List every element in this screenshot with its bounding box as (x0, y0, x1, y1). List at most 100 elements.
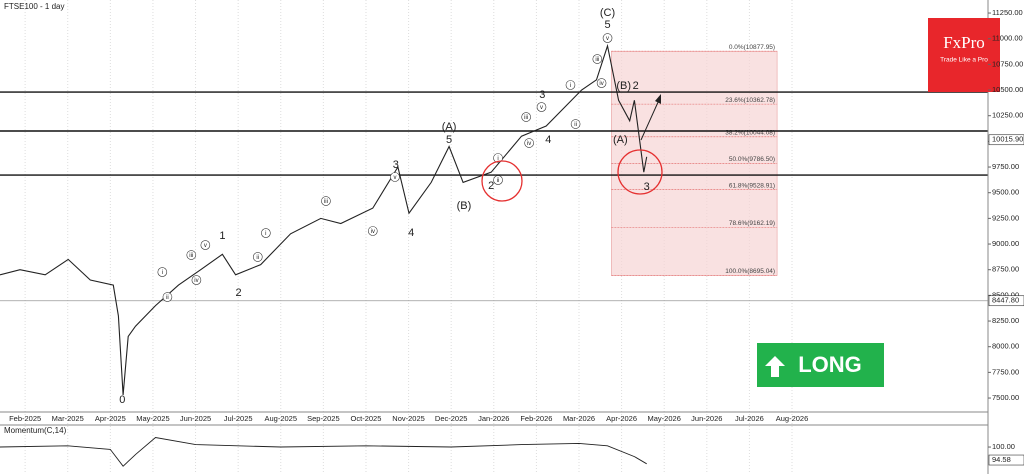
y-tick-label: 9000.00 (992, 239, 1019, 248)
wave-label: 4 (408, 227, 414, 239)
wave-label: 4 (545, 134, 551, 146)
wave-label: v (204, 243, 207, 249)
fib-label: 0.0%(10877.95) (729, 44, 775, 51)
price-marker-label: 10015.90 (992, 135, 1023, 144)
y-tick-label: 9500.00 (992, 188, 1019, 197)
momentum-marker-box (988, 454, 1024, 466)
price-marker-box (988, 295, 1024, 307)
y-tick-label: 7750.00 (992, 367, 1019, 376)
y-tick-label: 10500.00 (992, 85, 1023, 94)
wave-circle (592, 54, 603, 64)
wave-circle (596, 78, 607, 88)
fib-label: 61.8%(9528.91) (729, 182, 775, 189)
wave-label: v (393, 175, 396, 181)
wave-label: iii (524, 115, 528, 121)
wave-label: i (570, 83, 571, 89)
fib-label: 78.6%(9162.19) (729, 220, 775, 227)
x-tick-label: May-2025 (136, 414, 169, 423)
wave-label: 3 (393, 159, 399, 171)
wave-circle (390, 172, 400, 182)
chart-title: FTSE100 - 1 day (4, 2, 64, 11)
y-tick-label: 8250.00 (992, 316, 1019, 325)
x-tick-label: Oct-2025 (351, 414, 382, 423)
momentum-tick-label: 100.00 (992, 442, 1015, 451)
wave-label: ii (574, 122, 577, 128)
x-tick-label: Feb-2025 (9, 414, 41, 423)
y-tick-label: 10250.00 (992, 111, 1023, 120)
x-tick-label: Aug-2026 (776, 414, 809, 423)
wave-label: iv (599, 81, 603, 87)
fib-label: 50.0%(9786.50) (729, 156, 775, 163)
wave-circle (157, 267, 168, 277)
wave-label: 2 (236, 287, 242, 299)
wave-circle (524, 138, 534, 148)
wave-circle (191, 275, 202, 285)
wave-label: iii (324, 199, 328, 205)
wave-label: iii (595, 57, 599, 63)
fib-label: 100.0%(8695.04) (725, 268, 775, 275)
logo (928, 18, 1000, 92)
x-tick-label: Feb-2026 (520, 414, 552, 423)
x-tick-label: Jul-2025 (224, 414, 253, 423)
wave-circle (521, 112, 531, 122)
x-tick-label: Mar-2025 (52, 414, 84, 423)
wave-circle (367, 226, 378, 236)
wave-label: 5 (446, 134, 452, 146)
x-tick-label: Sep-2025 (307, 414, 340, 423)
wave-label: 3 (644, 181, 650, 193)
wave-circle (261, 228, 271, 238)
arrow-head (655, 94, 661, 104)
wave-circle (200, 240, 211, 250)
wave-circle (493, 175, 503, 185)
x-tick-label: Nov-2025 (392, 414, 425, 423)
x-tick-label: May-2026 (648, 414, 681, 423)
x-tick-label: Jun-2025 (180, 414, 211, 423)
wave-circle (162, 292, 173, 302)
x-tick-label: Apr-2025 (95, 414, 126, 423)
x-tick-label: Jun-2026 (691, 414, 722, 423)
wave-circle (186, 250, 197, 260)
fib-label: 23.6%(10362.78) (725, 97, 775, 104)
y-tick-label: 8000.00 (992, 342, 1019, 351)
wave-circle (570, 119, 581, 129)
wave-label: ii (497, 178, 500, 184)
logo-tagline: Trade Like a Pro (940, 57, 988, 64)
wave-label: i (265, 231, 266, 237)
x-tick-label: Aug-2025 (264, 414, 297, 423)
wave-label: (A) (613, 134, 628, 146)
wave-label: iv (194, 278, 198, 284)
wave-circle (565, 80, 576, 90)
x-tick-label: Jul-2026 (735, 414, 764, 423)
y-tick-label: 11250.00 (992, 8, 1023, 17)
price-line-series (0, 43, 648, 396)
price-marker-label: 8447.80 (992, 296, 1019, 305)
wave-circle (321, 196, 331, 206)
wave-label: 5 (604, 19, 610, 31)
x-tick-label: Mar-2026 (563, 414, 595, 423)
y-tick-label: 8500.00 (992, 290, 1019, 299)
wave-label: 2 (633, 80, 639, 92)
wave-label: (B) (457, 200, 472, 212)
x-tick-label: Jan-2026 (478, 414, 509, 423)
wave-label: iv (527, 141, 531, 147)
highlight-circle (617, 149, 663, 195)
wave-circle (536, 102, 547, 112)
signal-label: LONG (798, 352, 862, 377)
y-tick-label: 7500.00 (992, 393, 1019, 402)
wave-label: v (606, 36, 609, 42)
wave-circle (252, 252, 263, 262)
y-tick-label: 10750.00 (992, 59, 1023, 68)
momentum-line (0, 437, 647, 467)
logo-name: FxPro (943, 33, 985, 52)
y-tick-label: 8750.00 (992, 265, 1019, 274)
wave-circle (602, 33, 613, 43)
fib-layer: 0.0%(10877.95) 23.6%(10362.78) 38.2%(10044… (24, 0, 793, 474)
wave-label: ii (256, 255, 259, 261)
wave-label: ii (166, 295, 169, 301)
fib-label: 38.2%(10044.08) (725, 130, 775, 137)
wave-label: 0 (119, 394, 125, 406)
wave-label: (A) (442, 121, 457, 133)
